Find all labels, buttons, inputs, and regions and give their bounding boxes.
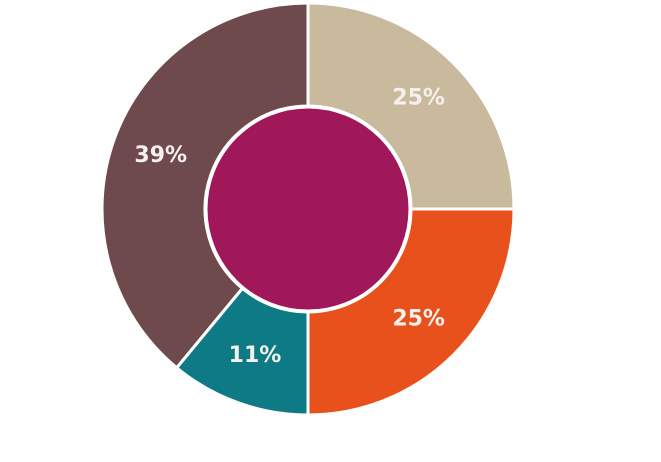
slice-label: 25% xyxy=(392,85,445,110)
slice-label: 25% xyxy=(392,307,445,332)
donut-center xyxy=(204,105,412,313)
slice-label: 11% xyxy=(229,343,282,368)
slice-label: 39% xyxy=(134,143,187,168)
